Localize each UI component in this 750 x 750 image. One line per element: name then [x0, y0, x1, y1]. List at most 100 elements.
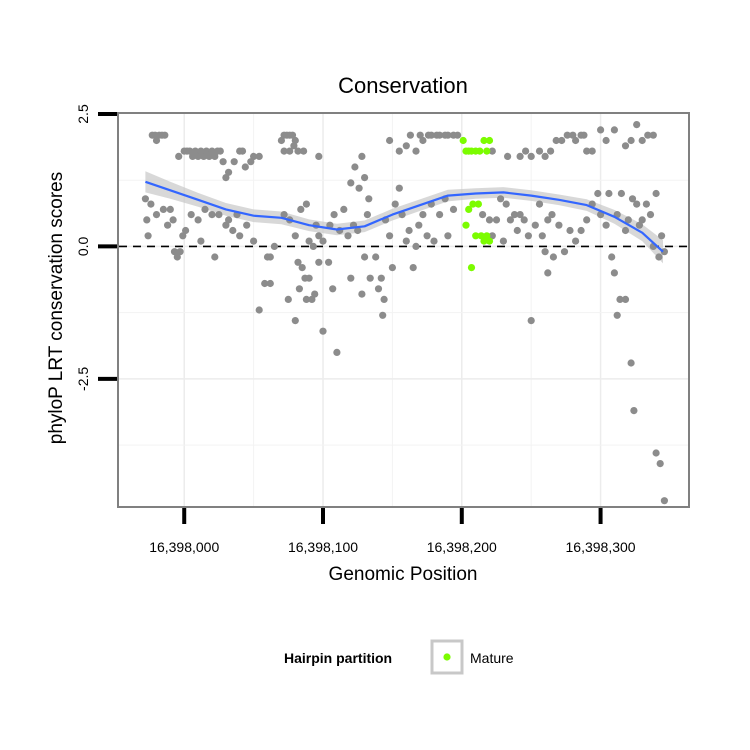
conservation-point [358, 290, 366, 298]
mature-point [476, 147, 484, 155]
conservation-point [652, 189, 660, 198]
conservation-point [552, 136, 560, 145]
x-tick-label: 16,398,000 [149, 539, 219, 555]
conservation-point [215, 211, 223, 219]
conservation-point [583, 147, 591, 155]
conservation-point [588, 147, 596, 155]
conservation-point [194, 216, 202, 224]
conservation-point [488, 232, 496, 240]
conservation-point [513, 226, 521, 235]
conservation-point [572, 237, 580, 245]
conservation-point [243, 221, 251, 229]
conservation-point [520, 216, 528, 224]
conservation-point [170, 248, 179, 256]
conservation-point [502, 200, 510, 208]
conservation-point [355, 184, 363, 192]
conservation-point [225, 216, 233, 224]
conservation-point [344, 232, 352, 240]
conservation-point [386, 232, 394, 240]
x-tick-label: 16,398,300 [566, 539, 636, 555]
conservation-point [347, 274, 355, 282]
conservation-point [627, 136, 635, 145]
mature-point [467, 264, 476, 272]
conservation-point [597, 126, 605, 134]
conservation-point [388, 264, 396, 272]
conservation-point [208, 211, 216, 219]
conservation-point [182, 226, 190, 235]
conservation-point [325, 258, 333, 266]
conservation-point [617, 189, 626, 198]
conservation-point [329, 285, 337, 293]
conservation-point [412, 147, 420, 155]
conservation-point [419, 136, 427, 145]
conservation-point [286, 147, 294, 155]
conservation-point [402, 142, 410, 150]
conservation-point [628, 195, 637, 203]
conservation-point [524, 232, 533, 240]
y-tick-label: 0.0 [75, 236, 91, 256]
conservation-point [247, 158, 255, 166]
conservation-point [280, 147, 288, 155]
conservation-point [288, 131, 297, 139]
y-axis-title: phyloP LRT conservation scores [46, 172, 67, 445]
conservation-point [365, 195, 373, 203]
conservation-point [624, 216, 632, 224]
conservation-point [309, 242, 317, 250]
conservation-point [655, 253, 663, 261]
conservation-point [319, 327, 327, 335]
conservation-point [566, 226, 574, 235]
conservation-point [485, 216, 494, 224]
conservation-point [405, 226, 413, 235]
confidence-band [145, 171, 663, 264]
conservation-point [558, 136, 566, 145]
y-axis: 2.5 0.0 -2.5 [75, 104, 117, 391]
conservation-point [194, 152, 202, 160]
conservation-point [347, 179, 355, 187]
conservation-point [527, 317, 535, 325]
mature-point [480, 136, 488, 145]
conservation-point [409, 264, 417, 272]
conservation-point [238, 147, 247, 155]
conservation-point [152, 211, 161, 219]
conservation-point [391, 200, 399, 208]
conservation-point [302, 295, 310, 303]
conservation-point [541, 152, 549, 160]
mature-point [483, 232, 491, 240]
conservation-point [201, 205, 209, 213]
conservation-point [479, 211, 487, 219]
conservation-point [315, 258, 323, 266]
conservation-point [594, 189, 602, 198]
mature-point [462, 221, 470, 229]
conservation-point [164, 221, 172, 229]
conservation-point [290, 142, 298, 150]
mature-point [477, 232, 485, 240]
mature-point [485, 237, 494, 245]
chart-title: Conservation [338, 73, 468, 98]
conservation-point [143, 216, 151, 224]
conservation-point [380, 295, 388, 303]
conservation-point [191, 147, 199, 155]
conservation-point [351, 163, 359, 171]
conservation-point [236, 232, 244, 240]
conservation-point [211, 253, 219, 261]
conservation-point [229, 226, 237, 235]
conservation-point [280, 211, 288, 219]
conservation-point [583, 216, 591, 224]
confidence-band-layer [145, 171, 663, 264]
conservation-point [510, 211, 519, 219]
conservation-point [627, 359, 635, 367]
mature-point [485, 136, 494, 145]
conservation-point [633, 200, 641, 208]
conservation-point [621, 226, 630, 235]
conservation-point [159, 205, 167, 213]
conservation-point [179, 232, 187, 240]
conservation-point [454, 131, 462, 139]
conservation-point [621, 142, 630, 150]
conservation-point [444, 232, 452, 240]
conservation-point [358, 152, 366, 160]
conservation-point [644, 131, 652, 139]
conservation-point [436, 131, 444, 139]
conservation-point [499, 237, 507, 245]
conservation-point [416, 131, 424, 139]
